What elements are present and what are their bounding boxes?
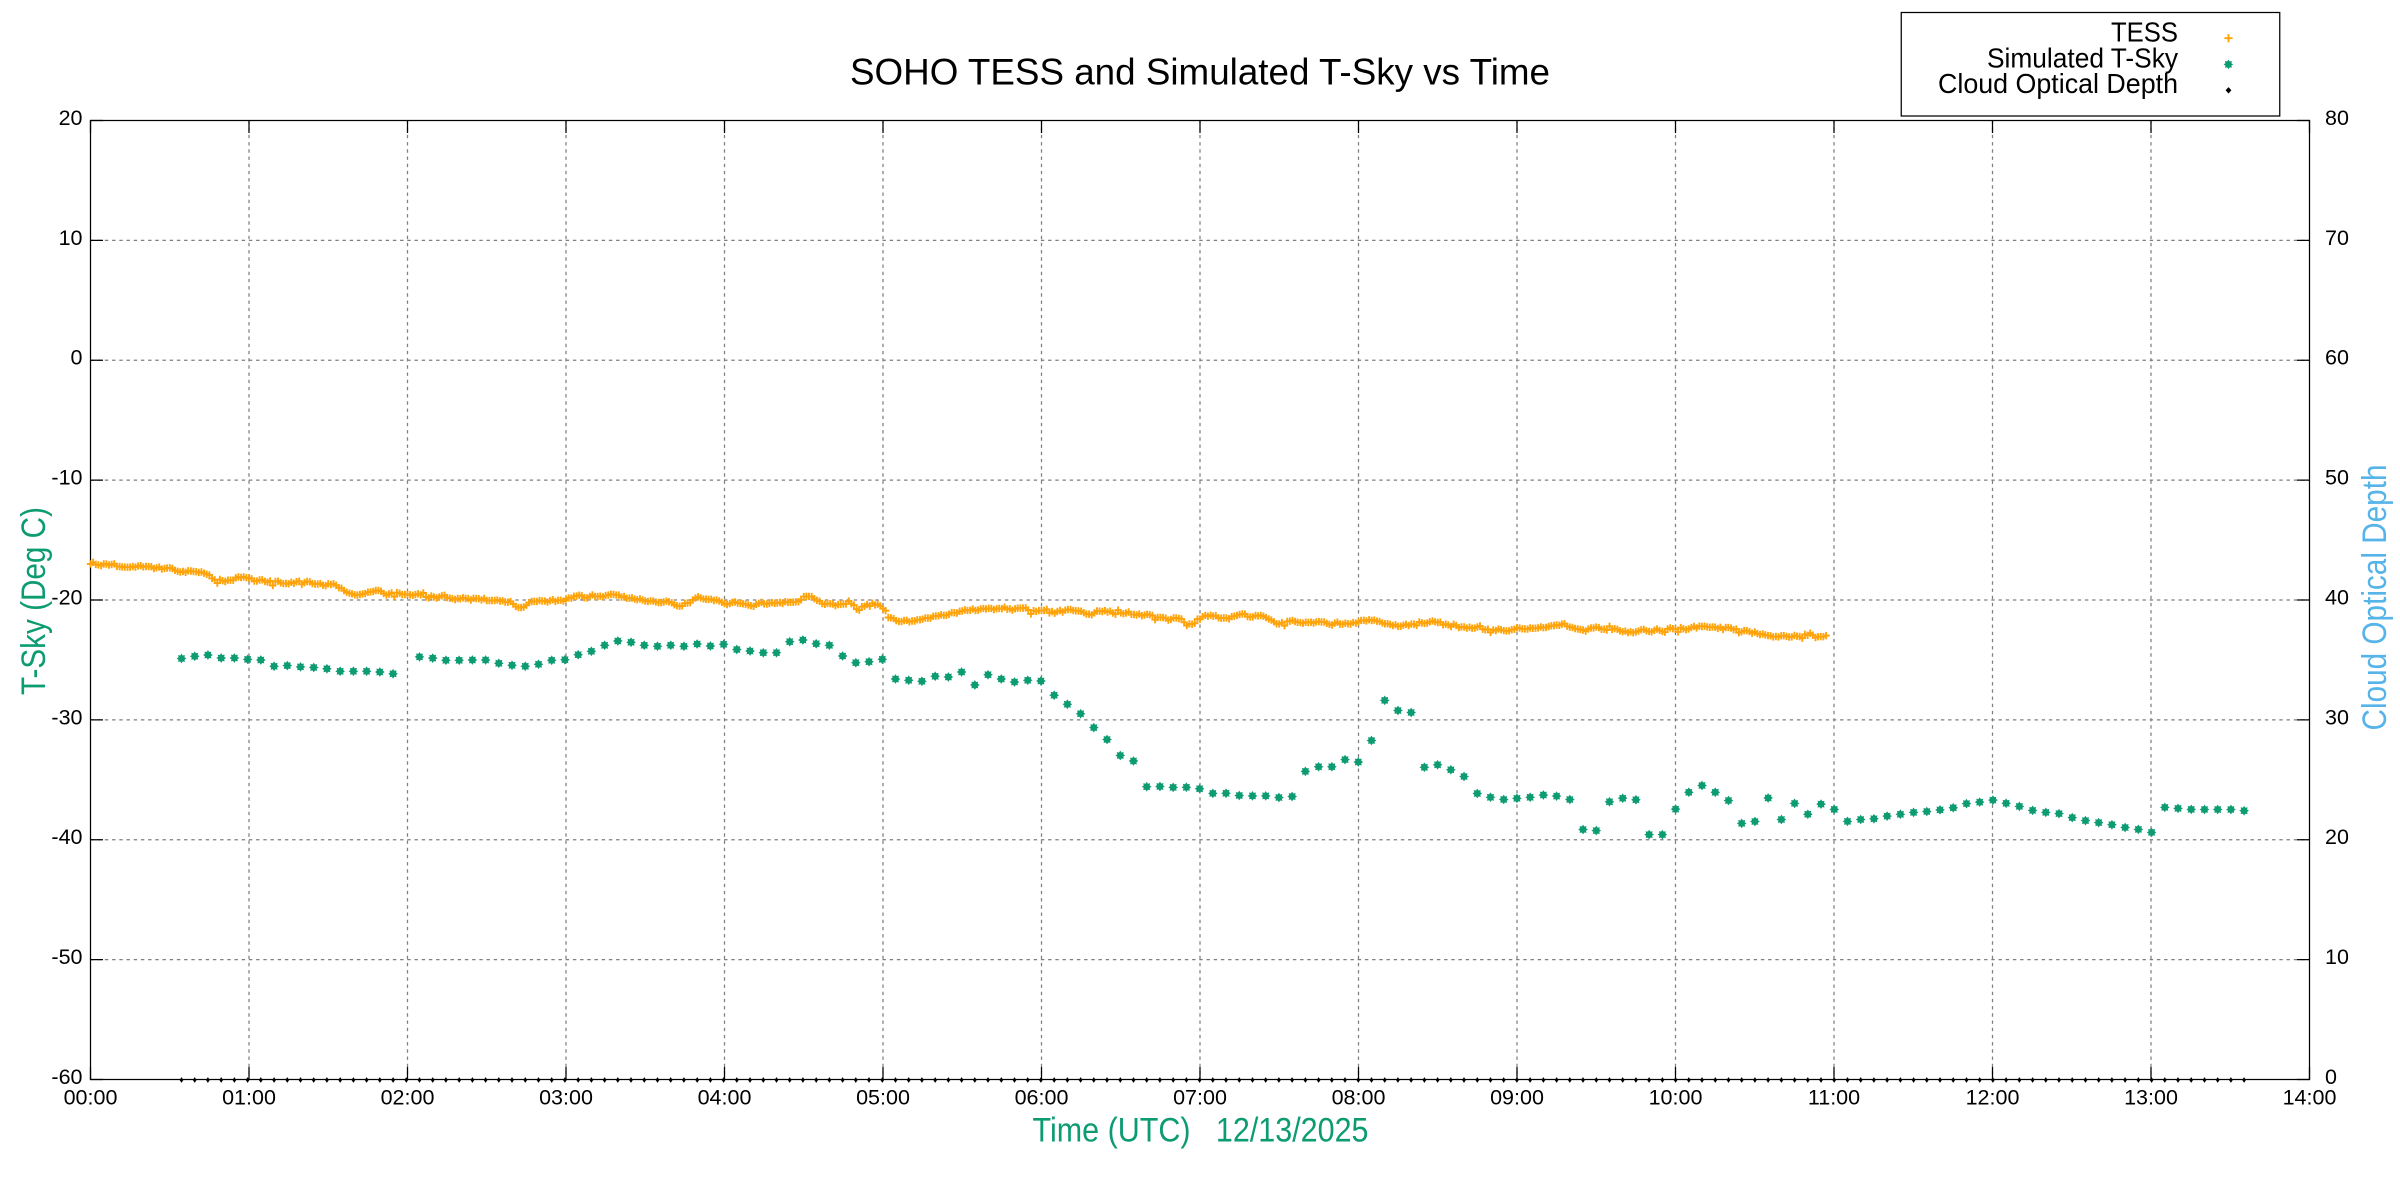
svg-text:SOHO TESS and Simulated T-Sky: SOHO TESS and Simulated T-Sky vs Time bbox=[850, 52, 1550, 93]
svg-text:TESS: TESS bbox=[2111, 17, 2178, 48]
svg-text:04:00: 04:00 bbox=[698, 1086, 752, 1110]
svg-text:10:00: 10:00 bbox=[1649, 1086, 1703, 1110]
svg-text:06:00: 06:00 bbox=[1015, 1086, 1069, 1110]
svg-text:02:00: 02:00 bbox=[381, 1086, 435, 1110]
svg-text:14:00: 14:00 bbox=[2283, 1086, 2337, 1110]
svg-text:20: 20 bbox=[59, 106, 83, 130]
svg-text:11:00: 11:00 bbox=[1808, 1086, 1860, 1110]
svg-text:12:00: 12:00 bbox=[1966, 1086, 2020, 1110]
svg-text:13:00: 13:00 bbox=[2124, 1086, 2178, 1110]
svg-text:07:00: 07:00 bbox=[1173, 1086, 1227, 1110]
svg-text:-60: -60 bbox=[51, 1065, 82, 1089]
svg-text:70: 70 bbox=[2325, 226, 2349, 250]
svg-text:Cloud Optical Depth: Cloud Optical Depth bbox=[2356, 465, 2394, 731]
svg-text:Simulated T-Sky: Simulated T-Sky bbox=[1987, 42, 2178, 73]
svg-text:20: 20 bbox=[2325, 825, 2349, 849]
svg-text:Time (UTC) 12/13/2025: Time (UTC) 12/13/2025 bbox=[1033, 1112, 1369, 1150]
svg-text:10: 10 bbox=[59, 226, 83, 250]
svg-text:-30: -30 bbox=[51, 705, 82, 729]
svg-text:00:00: 00:00 bbox=[64, 1086, 118, 1110]
svg-text:05:00: 05:00 bbox=[856, 1086, 910, 1110]
svg-text:30: 30 bbox=[2325, 705, 2349, 729]
svg-text:-20: -20 bbox=[51, 585, 82, 609]
svg-text:08:00: 08:00 bbox=[1332, 1086, 1386, 1110]
svg-text:50: 50 bbox=[2325, 466, 2349, 490]
svg-text:80: 80 bbox=[2325, 106, 2349, 130]
svg-text:40: 40 bbox=[2325, 585, 2349, 609]
svg-text:60: 60 bbox=[2325, 346, 2349, 370]
svg-text:01:00: 01:00 bbox=[222, 1086, 276, 1110]
svg-text:T-Sky (Deg C): T-Sky (Deg C) bbox=[15, 507, 53, 695]
svg-text:0: 0 bbox=[71, 346, 83, 370]
svg-text:0: 0 bbox=[2325, 1065, 2337, 1089]
svg-text:-50: -50 bbox=[51, 945, 82, 969]
svg-text:-40: -40 bbox=[51, 825, 82, 849]
svg-text:Cloud Optical Depth: Cloud Optical Depth bbox=[1938, 68, 2178, 99]
svg-text:10: 10 bbox=[2325, 945, 2349, 969]
svg-text:09:00: 09:00 bbox=[1490, 1086, 1544, 1110]
svg-text:03:00: 03:00 bbox=[539, 1086, 593, 1110]
svg-text:-10: -10 bbox=[51, 466, 82, 490]
